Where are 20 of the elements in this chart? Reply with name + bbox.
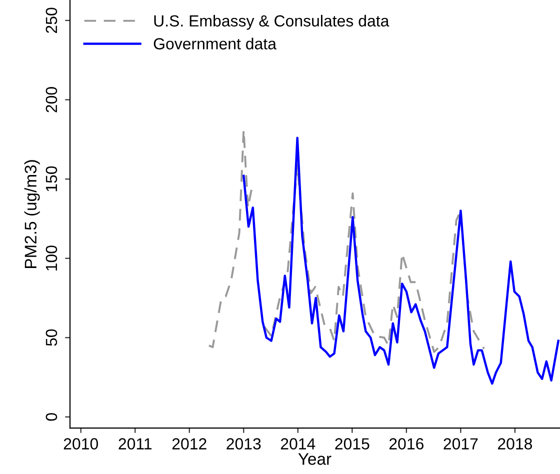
x-tick-label: 2013: [226, 438, 261, 450]
y-tick-label: 150: [46, 166, 58, 192]
x-tick-label: 2017: [444, 438, 478, 450]
legend-label: U.S. Embassy & Consulates data: [154, 14, 390, 30]
x-tick-label: 2012: [172, 438, 206, 450]
y-tick-label: 250: [46, 8, 58, 33]
legend-label: Government data: [154, 38, 276, 50]
x-tick-label: 2014: [280, 438, 316, 450]
y-tick-label: 50: [46, 329, 58, 346]
y-tick-label: 0: [46, 413, 58, 421]
x-tick-label: 2018: [498, 438, 532, 450]
x-axis-title: Year: [298, 453, 332, 465]
x-tick-label: 2010: [64, 438, 98, 450]
line-series: [242, 136, 560, 385]
x-tick-label: 2011: [118, 438, 152, 450]
x-tick-label: 2015: [335, 438, 370, 450]
y-tick-label: 100: [46, 246, 58, 270]
y-tick-label: 200: [46, 87, 58, 112]
x-tick-label: 2016: [389, 438, 424, 450]
y-axis-title: PM2.5 (ug/m3): [24, 160, 40, 268]
